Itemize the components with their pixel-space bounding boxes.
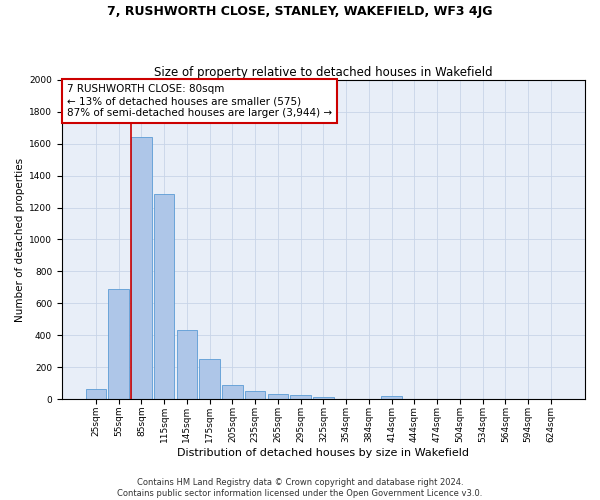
Bar [245, 390, 265, 400]
Bar [382, 396, 402, 400]
Bar [313, 397, 334, 400]
Title: Size of property relative to detached houses in Wakefield: Size of property relative to detached ho… [154, 66, 493, 78]
Bar [109, 289, 129, 400]
Bar [86, 389, 106, 400]
Text: 7, RUSHWORTH CLOSE, STANLEY, WAKEFIELD, WF3 4JG: 7, RUSHWORTH CLOSE, STANLEY, WAKEFIELD, … [107, 5, 493, 18]
Bar [131, 137, 152, 400]
Bar [290, 394, 311, 400]
Text: 7 RUSHWORTH CLOSE: 80sqm
← 13% of detached houses are smaller (575)
87% of semi-: 7 RUSHWORTH CLOSE: 80sqm ← 13% of detach… [67, 84, 332, 117]
Bar [199, 358, 220, 400]
Text: Contains HM Land Registry data © Crown copyright and database right 2024.
Contai: Contains HM Land Registry data © Crown c… [118, 478, 482, 498]
Bar [176, 330, 197, 400]
Bar [222, 385, 242, 400]
Bar [268, 394, 288, 400]
Y-axis label: Number of detached properties: Number of detached properties [15, 158, 25, 322]
X-axis label: Distribution of detached houses by size in Wakefield: Distribution of detached houses by size … [178, 448, 469, 458]
Bar [154, 194, 175, 400]
